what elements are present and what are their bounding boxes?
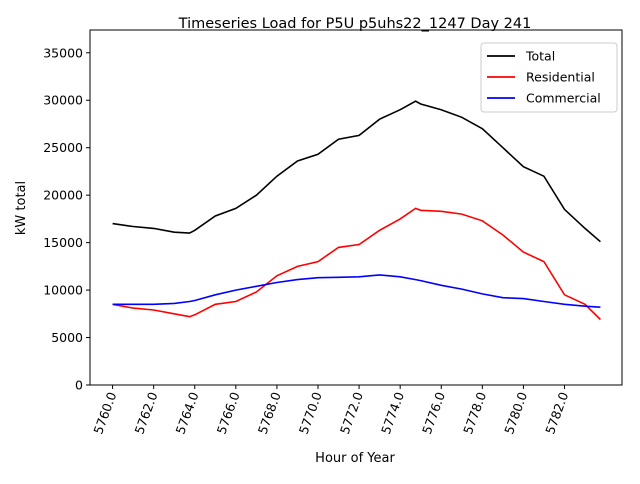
y-tick-label: 5000 xyxy=(51,330,83,345)
x-axis-label: Hour of Year xyxy=(315,451,395,466)
y-tick-label: 0 xyxy=(75,378,83,393)
x-tick-label: 5770.0 xyxy=(296,390,325,436)
x-axis: 5760.0 5762.0 5764.0 5766.0 5768.0 5770.0 5772… xyxy=(90,385,571,436)
series-line-residential xyxy=(112,207,601,321)
y-tick-label: 30000 xyxy=(43,93,83,108)
legend: Total Residential Commercial xyxy=(480,42,618,113)
x-tick-label: 5782.0 xyxy=(542,390,571,436)
series-line-total xyxy=(112,100,601,243)
x-tick-label: 5762.0 xyxy=(131,390,160,436)
series-lines xyxy=(112,100,601,321)
legend-box xyxy=(480,42,618,113)
x-tick-label: 5774.0 xyxy=(378,390,407,436)
y-tick-label: 25000 xyxy=(43,140,83,155)
legend-label-total: Total xyxy=(525,49,555,64)
x-tick-label: 5766.0 xyxy=(214,390,243,436)
x-tick-label: 5778.0 xyxy=(460,390,489,436)
legend-label-residential: Residential xyxy=(526,70,595,85)
x-tick-label: 5760.0 xyxy=(90,390,119,436)
y-tick-label: 35000 xyxy=(43,45,83,60)
x-tick-label: 5772.0 xyxy=(337,390,366,436)
y-tick-label: 15000 xyxy=(43,235,83,250)
legend-label-commercial: Commercial xyxy=(526,91,601,106)
series-line-commercial xyxy=(112,274,601,308)
plot-area-frame xyxy=(89,29,623,386)
x-tick-label: 5764.0 xyxy=(173,390,202,436)
y-tick-label: 10000 xyxy=(43,283,83,298)
y-tick-label: 20000 xyxy=(43,188,83,203)
x-tick-label: 5776.0 xyxy=(419,390,448,436)
x-tick-label: 5780.0 xyxy=(501,390,530,436)
x-tick-label: 5768.0 xyxy=(255,390,284,436)
y-axis: 0 5000 10000 15000 20000 25000 30000 35000 xyxy=(43,45,90,393)
y-axis-label: kW total xyxy=(14,181,29,235)
chart-title: Timeseries Load for P5U p5uhs22_1247 Day… xyxy=(178,16,532,32)
